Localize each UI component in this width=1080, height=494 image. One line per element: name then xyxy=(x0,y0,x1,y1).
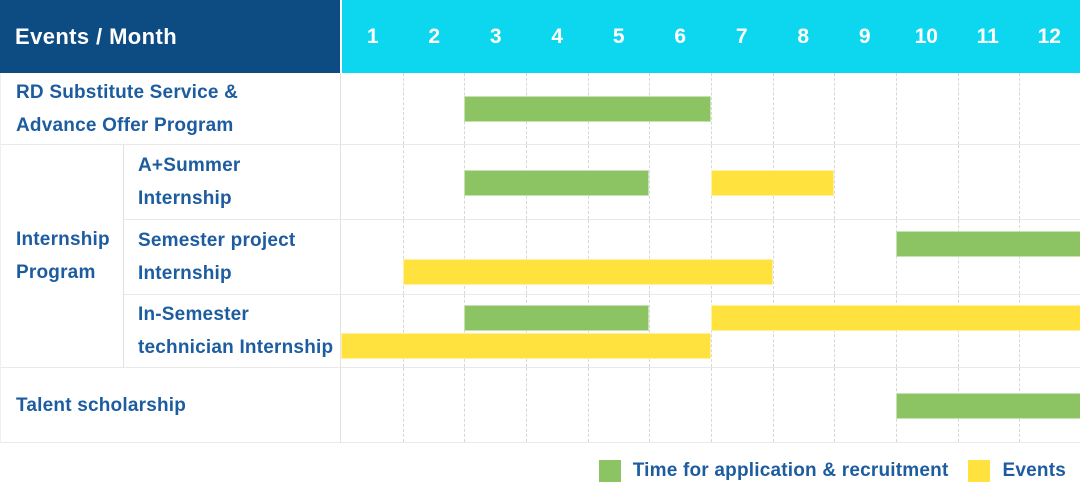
legend-label: Events xyxy=(1002,460,1066,481)
table-header-row: Events / Month 1 2 3 4 5 6 7 8 9 10 11 12 xyxy=(0,0,1080,73)
row-label: A+Summer Internship xyxy=(124,145,341,220)
month-gridline xyxy=(834,73,836,144)
month-gridline xyxy=(402,295,404,367)
row-label: Semester project Internship xyxy=(124,220,341,295)
month-row-area xyxy=(341,295,1080,368)
month-header-cell: 5 xyxy=(612,24,625,48)
row-label: In-Semester technician Internship xyxy=(124,295,341,368)
row-label-line: In-Semester xyxy=(138,304,249,325)
month-row-area xyxy=(341,368,1080,443)
month-header-cell: 8 xyxy=(797,24,810,48)
month-gridline xyxy=(772,73,774,144)
month-gridline xyxy=(649,145,651,219)
month-gridline xyxy=(402,368,404,442)
month-header-cell: 4 xyxy=(551,24,564,48)
gantt-grid: RD Substitute Service & Advance Offer Pro… xyxy=(0,73,1080,443)
row-label-line: Semester project xyxy=(138,230,296,251)
row-label-line: Program xyxy=(16,262,96,283)
month-gridline xyxy=(772,368,774,442)
legend-label: Time for application & recruitment xyxy=(632,460,949,481)
row-label: Talent scholarship xyxy=(1,368,341,443)
gantt-bar-application xyxy=(896,392,1080,419)
month-gridline xyxy=(957,220,959,294)
month-header-cell: 3 xyxy=(489,24,502,48)
month-gridline xyxy=(526,295,527,367)
month-gridline xyxy=(402,145,404,219)
month-row-area xyxy=(341,73,1080,145)
legend-item-application: Time for application & recruitment xyxy=(598,460,949,482)
month-gridline xyxy=(649,368,651,442)
month-gridline xyxy=(957,295,959,367)
header-title-cell: Events / Month xyxy=(0,0,340,73)
gantt-bar-event xyxy=(341,332,711,359)
gantt-bar-application xyxy=(464,304,650,331)
month-gridline xyxy=(896,73,897,144)
month-gridline xyxy=(1019,73,1021,144)
gantt-bar-application xyxy=(464,96,711,122)
month-header-cell: 7 xyxy=(735,24,748,48)
month-gridline xyxy=(402,73,404,144)
gantt-bar-application xyxy=(896,230,1080,257)
gantt-bar-event xyxy=(402,258,773,285)
gantt-bar-application xyxy=(464,169,650,196)
gantt-bar-event xyxy=(711,304,1080,331)
month-gridline xyxy=(896,220,897,294)
month-header-cell: 12 xyxy=(1037,24,1061,48)
month-gridline xyxy=(957,145,959,219)
month-gridline xyxy=(526,220,527,294)
month-gridline xyxy=(1019,145,1021,219)
row-label-line: Internship xyxy=(138,263,232,284)
month-gridline xyxy=(711,220,712,294)
row-label-line: Advance Offer Program xyxy=(16,114,234,136)
month-gridline xyxy=(834,295,836,367)
row-label-line: Talent scholarship xyxy=(16,394,187,416)
month-gridline xyxy=(896,295,897,367)
row-label-line: Internship xyxy=(138,188,232,209)
month-gridline xyxy=(464,295,466,367)
month-row-area xyxy=(341,145,1080,220)
month-gridline xyxy=(711,368,712,442)
gantt-bar-event xyxy=(711,169,835,196)
month-gridline xyxy=(1019,220,1021,294)
month-gridline xyxy=(649,220,651,294)
legend-item-event: Events xyxy=(968,460,1066,482)
month-gridline xyxy=(896,145,897,219)
month-gridline xyxy=(587,220,589,294)
row-label-line: A+Summer xyxy=(138,155,241,176)
month-gridline xyxy=(772,220,774,294)
month-header-cell: 1 xyxy=(366,24,379,48)
row-label-line: technician Internship xyxy=(138,337,334,358)
month-gridline xyxy=(649,295,651,367)
month-gridline xyxy=(526,368,527,442)
month-header-cell: 10 xyxy=(914,24,938,48)
month-gridline xyxy=(402,220,404,294)
row-label-line: Internship xyxy=(16,229,110,250)
month-gridline xyxy=(464,220,466,294)
month-header-cell: 9 xyxy=(858,24,871,48)
month-gridline xyxy=(587,368,589,442)
month-header-cell: 2 xyxy=(428,24,441,48)
legend: Time for application & recruitment Events xyxy=(598,458,1066,484)
month-gridline xyxy=(464,368,466,442)
month-header-cell: 6 xyxy=(674,24,687,48)
legend-swatch-event xyxy=(968,460,991,482)
month-header-strip: 1 2 3 4 5 6 7 8 9 10 11 12 xyxy=(340,0,1080,73)
month-header-cell: 11 xyxy=(976,24,999,48)
month-gridline xyxy=(834,368,836,442)
month-gridline xyxy=(772,295,774,367)
legend-swatch-application xyxy=(598,460,621,482)
row-label-line: RD Substitute Service & xyxy=(16,81,239,103)
month-gridline xyxy=(711,295,712,367)
month-gridline xyxy=(587,295,589,367)
month-gridline xyxy=(834,145,836,219)
month-gridline xyxy=(1019,295,1021,367)
header-title: Events / Month xyxy=(15,23,178,49)
month-gridline xyxy=(957,73,959,144)
group-label: Internship Program xyxy=(1,145,124,368)
month-gridline xyxy=(834,220,836,294)
row-label: RD Substitute Service & Advance Offer Pro… xyxy=(1,73,341,145)
month-gridline xyxy=(711,73,712,144)
month-row-area xyxy=(341,220,1080,295)
